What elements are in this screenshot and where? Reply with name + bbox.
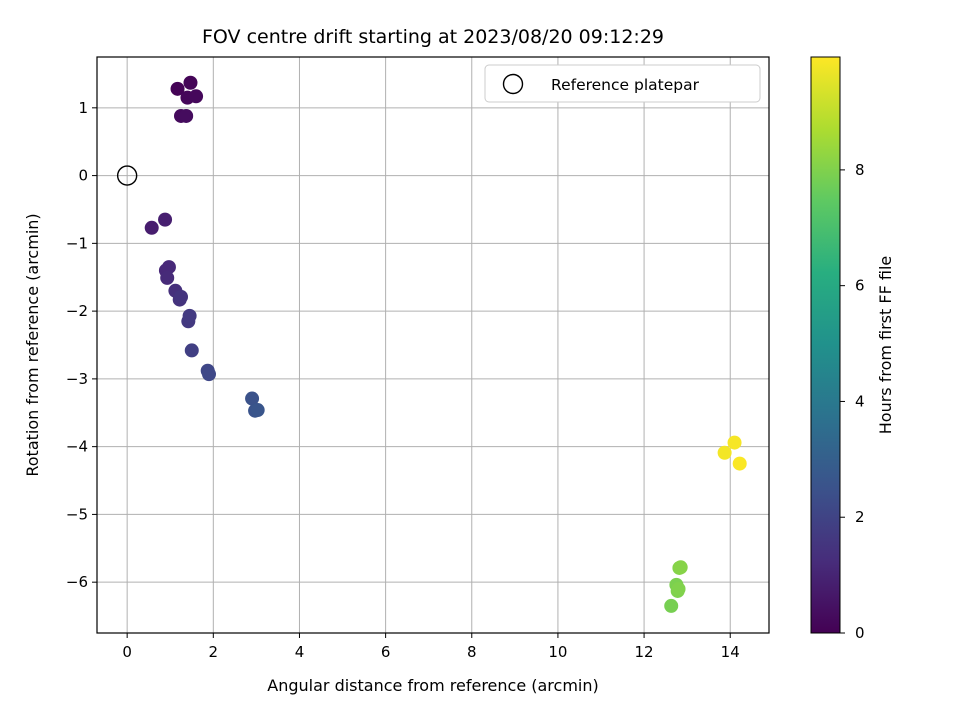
colorbar-tick-label: 4: [855, 392, 865, 410]
legend-marker-reference: [502, 73, 524, 95]
y-tick-label: −4: [66, 438, 88, 456]
data-point: [673, 560, 688, 575]
colorbar-ticks: 0 2 4 6 8: [840, 161, 865, 642]
data-points: [116, 75, 747, 613]
data-point: [184, 343, 199, 358]
colorbar-gradient: [810, 56, 841, 634]
y-tick-label: −3: [66, 370, 88, 388]
data-point: [189, 89, 204, 104]
y-tick-label: −5: [66, 505, 88, 523]
data-point: [202, 367, 216, 382]
y-axis-ticks: −6 −5 −4 −3 −2 −1 0 1: [66, 99, 97, 591]
data-point: [174, 289, 188, 304]
colorbar: 0 2 4 6 8 Hours from first FF file: [810, 56, 895, 642]
data-point: [144, 220, 159, 235]
y-tick-label: 1: [78, 99, 88, 117]
data-point: [160, 270, 175, 285]
x-tick-label: 6: [381, 643, 391, 661]
colorbar-tick-label: 0: [855, 624, 865, 642]
y-tick-label: 0: [78, 167, 88, 185]
legend-label-reference: Reference platepar: [551, 76, 700, 94]
colorbar-label: Hours from first FF file: [876, 256, 895, 435]
y-tick-label: −6: [66, 573, 88, 591]
x-axis-ticks: 0 2 4 6 8 10 12 14: [122, 633, 740, 661]
legend: Reference platepar: [484, 64, 761, 103]
data-point: [245, 391, 260, 406]
reference-platepar-marker: [116, 165, 138, 186]
data-point: [664, 598, 679, 613]
data-point: [158, 212, 173, 227]
y-tick-label: −1: [66, 234, 88, 252]
x-tick-label: 12: [635, 643, 654, 661]
data-point: [671, 581, 686, 596]
colorbar-tick-label: 6: [855, 277, 865, 295]
x-axis-label: Angular distance from reference (arcmin): [267, 676, 598, 695]
legend-box: [484, 64, 761, 103]
data-point: [183, 75, 198, 90]
data-point: [170, 81, 185, 96]
x-tick-label: 4: [295, 643, 305, 661]
data-point: [717, 445, 732, 460]
x-tick-label: 10: [548, 643, 567, 661]
colorbar-tick-label: 2: [855, 508, 865, 526]
data-point: [732, 456, 747, 471]
plot-frame: [96, 56, 770, 634]
x-tick-label: 2: [209, 643, 219, 661]
x-tick-label: 14: [721, 643, 740, 661]
x-tick-label: 8: [467, 643, 477, 661]
data-point: [250, 403, 265, 418]
data-point: [179, 108, 194, 123]
data-point: [727, 435, 742, 450]
plot-background: [97, 57, 769, 633]
y-tick-label: −2: [66, 302, 88, 320]
data-point: [161, 260, 176, 275]
chart-title: FOV centre drift starting at 2023/08/20 …: [202, 26, 664, 48]
x-tick-label: 0: [122, 643, 132, 661]
y-axis-label: Rotation from reference (arcmin): [23, 213, 42, 476]
colorbar-tick-label: 8: [855, 161, 865, 179]
data-point: [182, 308, 197, 323]
